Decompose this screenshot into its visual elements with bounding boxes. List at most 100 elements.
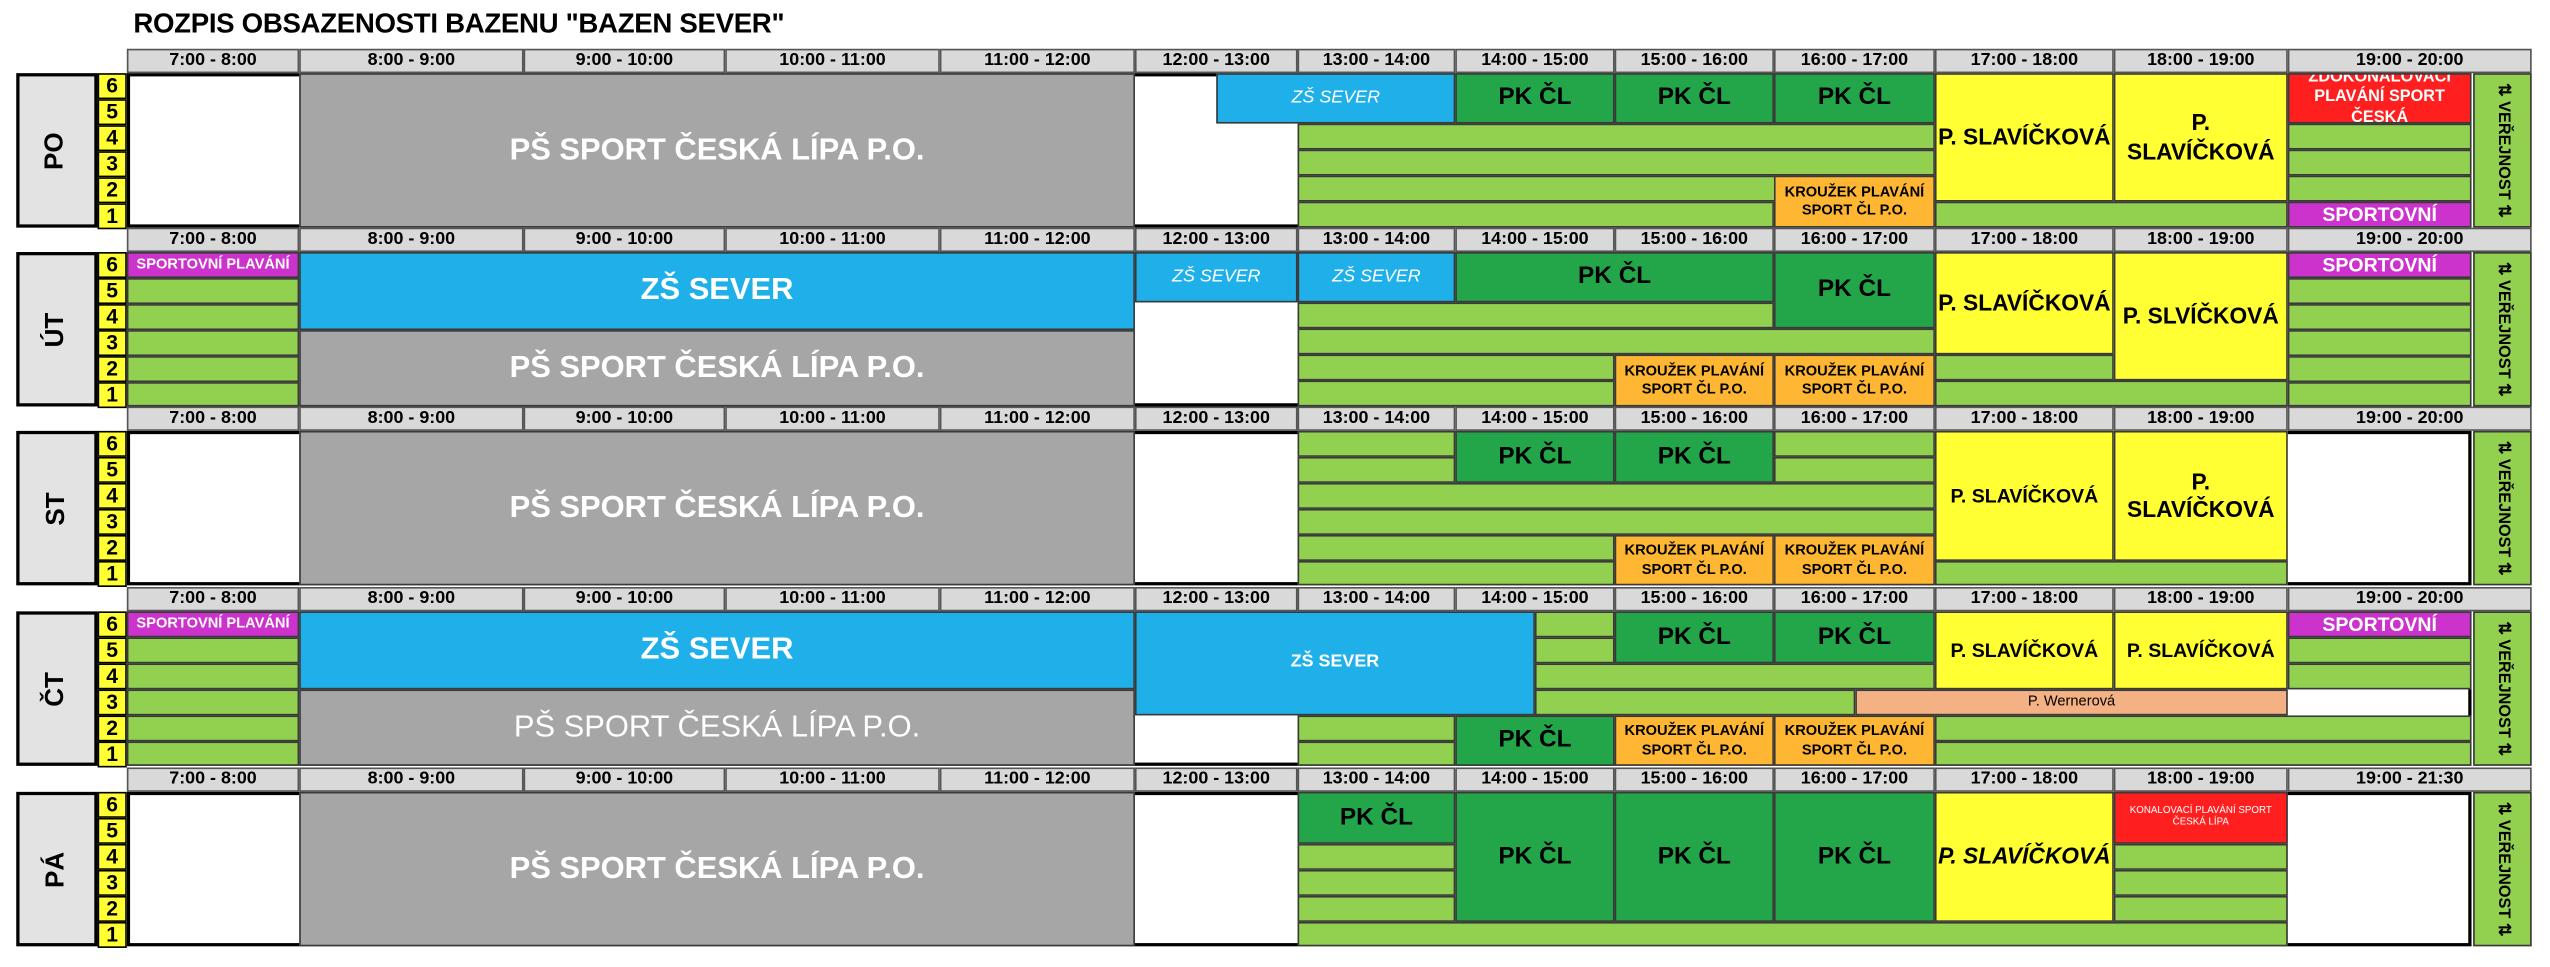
- time-slot-header: 8:00 - 9:00: [299, 767, 524, 792]
- time-slot-header: 18:00 - 19:00: [2113, 48, 2288, 74]
- time-slot-header: 12:00 - 13:00: [1134, 586, 1298, 612]
- public-lane: [126, 689, 300, 716]
- day-label-po: PO: [16, 73, 98, 228]
- lane-number: 1: [97, 382, 127, 409]
- booking-ps-sport: PŠ SPORT ČESKÁ LÍPA P.O.: [299, 330, 1135, 407]
- booking-krouzek: KROUŽEK PLAVÁNÍ SPORT ČL P.O.: [1773, 354, 1935, 407]
- time-slot-header: 12:00 - 13:00: [1134, 767, 1298, 792]
- booking-pk-cl: PK ČL: [1455, 715, 1615, 766]
- time-slot-header: 10:00 - 11:00: [725, 48, 940, 74]
- public-lane: [1534, 663, 1935, 690]
- public-lane: [1297, 921, 2288, 947]
- lane-number: 6: [97, 430, 127, 457]
- time-slot-header: 16:00 - 17:00: [1773, 227, 1935, 253]
- time-slot-header: 9:00 - 10:00: [523, 48, 726, 74]
- booking-pk-cl: PK ČL: [1614, 611, 1774, 664]
- time-slot-header: 12:00 - 13:00: [1134, 406, 1298, 431]
- time-slot-header: 10:00 - 11:00: [725, 767, 940, 792]
- public-lane: [1934, 380, 2288, 407]
- lane-number: 3: [97, 508, 127, 535]
- booking-sportovni-plavani: SPORTOVNÍ PLAVÁNÍ: [126, 611, 300, 638]
- public-lane: [1297, 123, 1935, 150]
- lane-number: 2: [97, 356, 127, 383]
- time-slot-header: 17:00 - 18:00: [1934, 48, 2114, 74]
- booking-slavickova: P. SLAVÍČKOVÁ: [2113, 73, 2288, 202]
- booking-zs-sever: ZŠ SEVER: [1297, 252, 1456, 303]
- time-slot-header: 17:00 - 18:00: [1934, 227, 2114, 253]
- lane-number: 2: [97, 715, 127, 742]
- public-lane: [2287, 637, 2472, 664]
- public-lane: [126, 715, 300, 742]
- time-slot-header: 19:00 - 20:00: [2287, 406, 2532, 431]
- public-lane: [2113, 843, 2288, 870]
- public-column: ⇅ VEŘEJNOST ⇅: [2473, 73, 2532, 228]
- time-slot-header: 7:00 - 8:00: [126, 586, 300, 612]
- booking-sportovni-plavani: SPORTOVNÍ PLAVÁNÍ: [126, 252, 300, 279]
- public-lane: [1297, 560, 1615, 586]
- public-lane: [2287, 382, 2472, 407]
- time-slot-header: 19:00 - 20:00: [2287, 48, 2532, 74]
- public-lane: [126, 304, 300, 331]
- booking-krouzek: KROUŽEK PLAVÁNÍ SPORT ČL P.O.: [1773, 715, 1935, 766]
- booking-slavickova: P. SLAVÍČKOVÁ: [1934, 73, 2114, 202]
- lane-number: 5: [97, 637, 127, 664]
- public-lane: [1297, 302, 1774, 329]
- booking-pk-cl: PK ČL: [1614, 791, 1774, 922]
- booking-slavickova: P. SLAVÍČKOVÁ: [1934, 611, 2114, 690]
- time-slot-header: 15:00 - 16:00: [1614, 48, 1774, 74]
- booking-zs-sever: ZŠ SEVER: [299, 611, 1135, 690]
- lane-number: 2: [97, 534, 127, 561]
- lane-number: 3: [97, 151, 127, 178]
- time-slot-header: 10:00 - 11:00: [725, 227, 940, 253]
- booking-pk-cl: PK ČL: [1773, 73, 1935, 124]
- time-slot-header: 17:00 - 18:00: [1934, 406, 2114, 431]
- public-lane: [1297, 508, 1935, 535]
- lane-number: 4: [97, 482, 127, 509]
- booking-slavickova: P. SLVÍČKOVÁ: [2113, 252, 2288, 381]
- day-block-st: 7:00 - 8:00 8:00 - 9:00 9:00 - 10:00 10:…: [0, 406, 2550, 589]
- day-block-po: 7:00 - 8:00 8:00 - 9:00 9:00 - 10:00 10:…: [0, 48, 2550, 231]
- booking-krouzek: KROUŽEK PLAVÁNÍ SPORT ČL P.O.: [1614, 354, 1774, 407]
- booking-pk-cl: PK ČL: [1455, 430, 1615, 483]
- booking-slavickova: P. SLAVÍČKOVÁ: [1934, 430, 2114, 561]
- public-lane: [1297, 328, 1935, 355]
- time-slot-header: 14:00 - 15:00: [1455, 48, 1615, 74]
- booking-ps-sport: PŠ SPORT ČESKÁ LÍPA P.O.: [299, 430, 1135, 586]
- time-slot-header: 18:00 - 19:00: [2113, 586, 2288, 612]
- lane-number: 6: [97, 252, 127, 279]
- booking-pk-cl: PK ČL: [1773, 791, 1935, 922]
- booking-slavickova: P. SLAVÍČKOVÁ: [2113, 430, 2288, 561]
- public-lane: [1534, 637, 1615, 664]
- day-label-ut: ÚT: [16, 252, 98, 407]
- public-lane: [126, 330, 300, 357]
- booking-pk-cl: PK ČL: [1614, 73, 1774, 124]
- time-slot-header: 12:00 - 13:00: [1134, 48, 1298, 74]
- time-slot-header: 18:00 - 19:00: [2113, 767, 2288, 792]
- time-slot-header: 11:00 - 12:00: [939, 767, 1135, 792]
- public-lane: [1297, 354, 1615, 381]
- public-lane: [1297, 741, 1456, 766]
- time-slot-header: 17:00 - 18:00: [1934, 767, 2114, 792]
- public-column: ⇅ VEŘEJNOST ⇅: [2473, 430, 2532, 586]
- public-lane: [1534, 689, 1856, 716]
- public-lane: [2287, 356, 2472, 383]
- public-lane: [2287, 149, 2472, 176]
- time-slot-header: 8:00 - 9:00: [299, 48, 524, 74]
- booking-pk-cl: PK ČL: [1614, 430, 1774, 483]
- public-lane: [2113, 895, 2288, 922]
- booking-zdokonalovaci: ZDOKONALOVACÍ PLAVÁNÍ SPORT ČESKÁ: [2287, 73, 2472, 124]
- lane-number: 2: [97, 895, 127, 922]
- public-lane: [1297, 869, 1456, 896]
- time-slot-header: 7:00 - 8:00: [126, 48, 300, 74]
- lane-number: 6: [97, 791, 127, 818]
- time-slot-header: 11:00 - 12:00: [939, 48, 1135, 74]
- lane-number: 5: [97, 456, 127, 483]
- booking-ps-sport: PŠ SPORT ČESKÁ LÍPA P.O.: [299, 791, 1135, 947]
- public-lane: [1934, 715, 2472, 742]
- booking-zs-sever: ZŠ SEVER: [1216, 73, 1456, 124]
- public-lane: [1534, 611, 1615, 638]
- public-column: ⇅ VEŘEJNOST ⇅: [2473, 791, 2532, 947]
- public-lane: [126, 741, 300, 766]
- public-lane: [1297, 843, 1456, 870]
